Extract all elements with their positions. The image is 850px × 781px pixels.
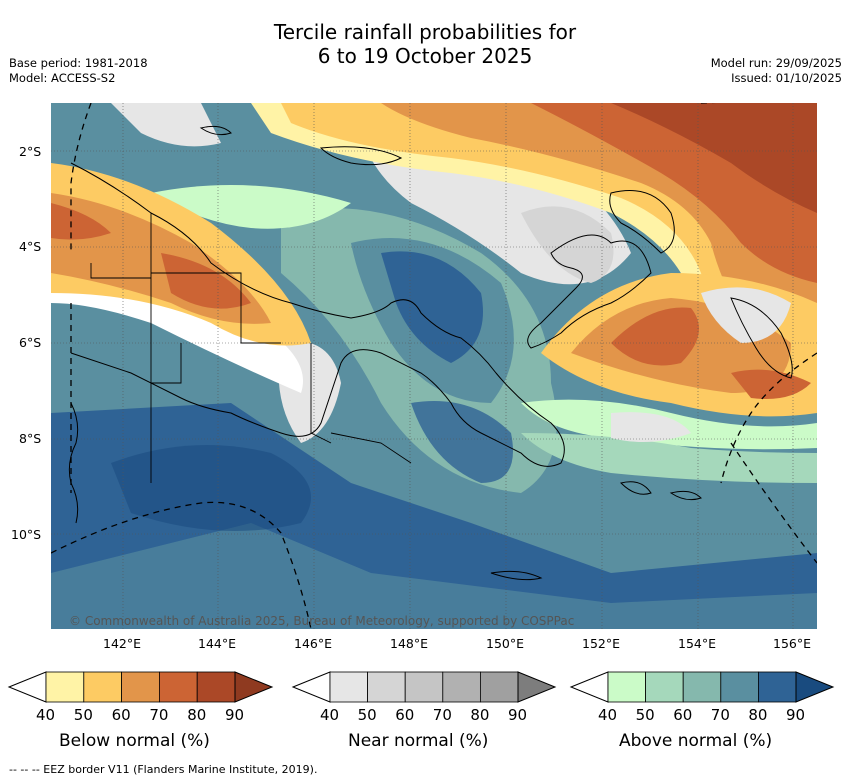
colorbar-below-segment-70 <box>158 671 198 703</box>
field-above-40-north <box>151 185 351 229</box>
colorbar-below-segment-40 <box>45 671 85 703</box>
colorbar-above-tick-50: 50 <box>635 706 655 724</box>
colorbar-near-tick-40: 40 <box>320 706 340 724</box>
colorbar-near-segment-40 <box>329 671 368 703</box>
colorbar-below-segment-50 <box>83 671 123 703</box>
rainfall-probability-map <box>51 103 817 629</box>
borders <box>90 213 412 483</box>
title-line-1: Tercile rainfall probabilities for <box>273 20 577 44</box>
field-below-70-east-a <box>611 307 699 366</box>
lon-label-142e: 142°E <box>103 636 142 651</box>
colorbar-above-segment-70 <box>720 671 759 703</box>
colorbar-below-tick-70: 70 <box>149 706 169 724</box>
colorbar-near-tick-50: 50 <box>357 706 377 724</box>
colorbar-above-extend-high <box>795 671 835 703</box>
title-line-2: 6 to 19 October 2025 <box>317 44 533 68</box>
field-above-80-southeast <box>411 401 513 483</box>
lon-label-144e: 144°E <box>198 636 237 651</box>
lon-label-156e: 156°E <box>773 636 812 651</box>
colorbar-near-tick-60: 60 <box>395 706 415 724</box>
lat-label-6s: 6°S <box>19 335 42 350</box>
model-name: Model: ACCESS-S2 <box>9 71 116 85</box>
colorbar-above-segment-50 <box>645 671 684 703</box>
meta-right: Model run: 29/09/2025 Issued: 01/10/2025 <box>711 56 842 86</box>
issued-date: Issued: 01/10/2025 <box>731 71 842 85</box>
colorbar-below-tick-50: 50 <box>73 706 93 724</box>
field-above-70-south <box>51 523 817 629</box>
colorbars <box>7 671 835 703</box>
lat-label-2s: 2°S <box>19 144 42 159</box>
field-below-80-northeast <box>611 103 817 213</box>
model-run: Model run: 29/09/2025 <box>710 56 842 70</box>
colorbar-below-tick-40: 40 <box>36 706 56 724</box>
colorbar-below-extend-low <box>7 671 47 703</box>
colorbar-above-extend-low <box>569 671 609 703</box>
lat-label-10s: 10°S <box>11 527 42 542</box>
colorbar-near-tick-80: 80 <box>470 706 490 724</box>
lon-label-152e: 152°E <box>582 636 621 651</box>
base-period: Base period: 1981-2018 <box>9 56 148 70</box>
colorbar-above-tick-60: 60 <box>673 706 693 724</box>
map-title: Tercile rainfall probabilities for 6 to … <box>0 20 850 68</box>
lon-label-148e: 148°E <box>390 636 429 651</box>
colorbar-below-segment-60 <box>121 671 160 703</box>
eez-borders <box>51 103 817 629</box>
lat-label-4s: 4°S <box>19 239 42 254</box>
lon-label-146e: 146°E <box>294 636 333 651</box>
copyright-notice: © Commonwealth of Australia 2025, Bureau… <box>69 614 575 628</box>
colorbar-near-tick-90: 90 <box>508 706 528 724</box>
colorbar-near-segment-50 <box>367 671 406 703</box>
field-near-40-northwest <box>111 103 221 147</box>
meta-left: Base period: 1981-2018 Model: ACCESS-S2 <box>9 56 148 86</box>
colorbar-below-tick-80: 80 <box>187 706 207 724</box>
colorbar-below-extend-high <box>234 671 274 703</box>
field-above-50-east <box>521 433 817 483</box>
graticule <box>51 103 817 629</box>
lon-label-150e: 150°E <box>486 636 525 651</box>
field-above-90-gulf <box>111 445 311 531</box>
colorbar-above-tick-80: 80 <box>748 706 768 724</box>
lat-label-8s: 8°S <box>19 431 42 446</box>
colorbar-below-tick-60: 60 <box>111 706 131 724</box>
colorbar-near-extend-low <box>291 671 331 703</box>
field-near-40-east-inner <box>701 287 791 343</box>
colorbar-near-tick-70: 70 <box>432 706 452 724</box>
colorbar-below-tick-90: 90 <box>225 706 245 724</box>
colorbar-near-segment-70 <box>442 671 481 703</box>
colorbar-title-below: Below normal (%) <box>59 731 210 751</box>
colorbar-title-above: Above normal (%) <box>619 731 773 751</box>
map-canvas <box>51 103 817 629</box>
colorbar-below-segment-80 <box>196 671 236 703</box>
colorbar-above-tick-70: 70 <box>710 706 730 724</box>
colorbar-near-extend-high <box>517 671 557 703</box>
colorbar-near-segment-60 <box>404 671 444 703</box>
lon-label-154e: 154°E <box>678 636 717 651</box>
coastlines <box>68 125 793 581</box>
colorbar-above-tick-40: 40 <box>598 706 618 724</box>
colorbar-near-segment-80 <box>479 671 519 703</box>
eez-footnote: -- -- -- EEZ border V11 (Flanders Marine… <box>9 763 318 776</box>
colorbar-above-segment-40 <box>607 671 646 703</box>
field-above-80-central <box>381 251 483 363</box>
colorbar-above-tick-90: 90 <box>786 706 806 724</box>
colorbar-above-segment-80 <box>758 671 797 703</box>
field-below-70-west-a <box>51 203 111 240</box>
field-near-40-east <box>611 412 691 442</box>
field-near-50-north <box>521 206 614 283</box>
field-below-70-west-b <box>161 253 251 309</box>
colorbar-above-segment-60 <box>682 671 722 703</box>
colorbar-title-near: Near normal (%) <box>348 731 489 751</box>
